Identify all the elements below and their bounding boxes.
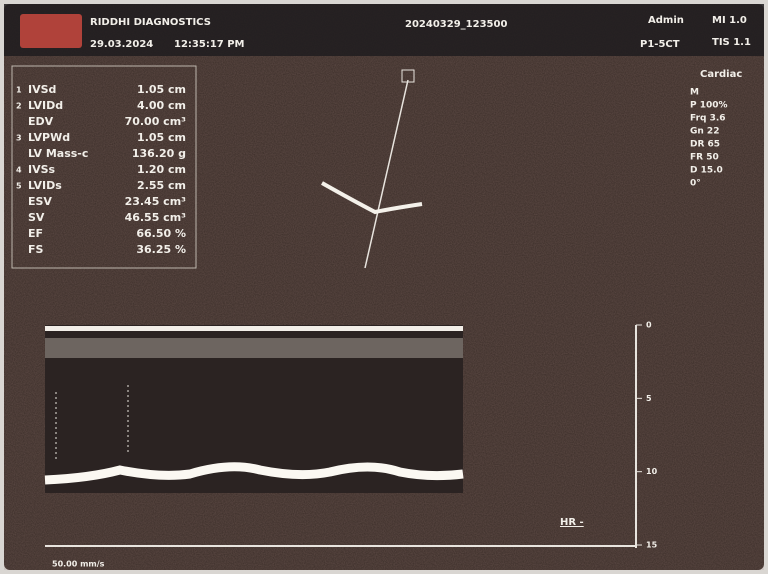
calipers	[55, 385, 129, 460]
study-id: 20240329_123500	[405, 19, 507, 30]
top-bar	[4, 4, 764, 56]
row-name: LVPWd	[28, 131, 70, 144]
depth-label: 10	[646, 467, 658, 476]
m-mode-band	[45, 326, 463, 331]
time: 12:35:17 PM	[174, 39, 245, 50]
measurement-box	[11, 65, 197, 269]
setting: P 100%	[690, 101, 728, 111]
row-name: LV Mass-c	[28, 147, 88, 160]
row-value: 66.50 %	[136, 227, 186, 240]
b-mode-echo	[321, 181, 423, 215]
row-name: EF	[28, 227, 43, 240]
setting: DR 65	[690, 140, 720, 150]
row-name: LVIDs	[28, 179, 62, 192]
brand: RIDDHI DIAGNOSTICS	[90, 17, 211, 28]
row-value: 1.05 cm	[137, 83, 186, 96]
row-value: 70.00 cm³	[125, 115, 187, 128]
cursor-icon	[401, 69, 415, 83]
row-index: 2	[16, 102, 22, 111]
settings-list: M P 100% Frq 3.6 Gn 22 DR 65 FR 50 D 15.0 0°	[690, 88, 728, 189]
row-name: IVSs	[28, 163, 56, 176]
row-name: EDV	[28, 115, 54, 128]
cursor-line	[364, 79, 409, 269]
row-value: 1.20 cm	[137, 163, 186, 176]
user: Admin	[648, 15, 684, 26]
measurement-list: 1 IVSd 1.05 cm 2 LVIDd 4.00 cm EDV 70.00 cm³ 3 LV…	[16, 83, 186, 256]
mi: MI 1.0	[712, 15, 747, 26]
tis: TIS 1.1	[712, 37, 751, 48]
row-index: 4	[16, 166, 22, 175]
setting: D 15.0	[690, 166, 723, 176]
setting: FR 50	[690, 153, 719, 163]
depth-label: 5	[646, 394, 652, 403]
row-value: 46.55 cm³	[125, 211, 187, 224]
row-name: ESV	[28, 195, 52, 208]
depth-label: 0	[646, 321, 652, 330]
row-name: LVIDd	[28, 99, 63, 112]
row-value: 136.20 g	[132, 147, 186, 160]
row-name: FS	[28, 243, 44, 256]
sweep-speed: 50.00 mm/s	[52, 560, 105, 569]
m-mode-band	[45, 338, 463, 358]
date: 29.03.2024	[90, 39, 153, 50]
row-index: 3	[16, 134, 22, 143]
row-value: 2.55 cm	[137, 179, 186, 192]
row-value: 36.25 %	[136, 243, 186, 256]
depth-scale: 0 5 10 15	[636, 321, 658, 550]
row-value: 23.45 cm³	[125, 195, 187, 208]
probe: P1-5CT	[640, 39, 680, 50]
row-value: 1.05 cm	[137, 131, 186, 144]
mode: Cardiac	[700, 69, 742, 80]
m-mode-wall	[44, 462, 464, 485]
row-name: SV	[28, 211, 45, 224]
row-name: IVSd	[28, 83, 56, 96]
setting: Frq 3.6	[690, 114, 726, 124]
row-index: 1	[16, 86, 22, 95]
setting: Gn 22	[690, 127, 719, 137]
row-index: 5	[16, 182, 22, 191]
hr-label: HR -	[560, 517, 584, 528]
setting: 0°	[690, 179, 701, 189]
row-value: 4.00 cm	[137, 99, 186, 112]
logo	[20, 14, 82, 48]
setting: M	[690, 88, 699, 98]
depth-label: 15	[646, 541, 658, 550]
